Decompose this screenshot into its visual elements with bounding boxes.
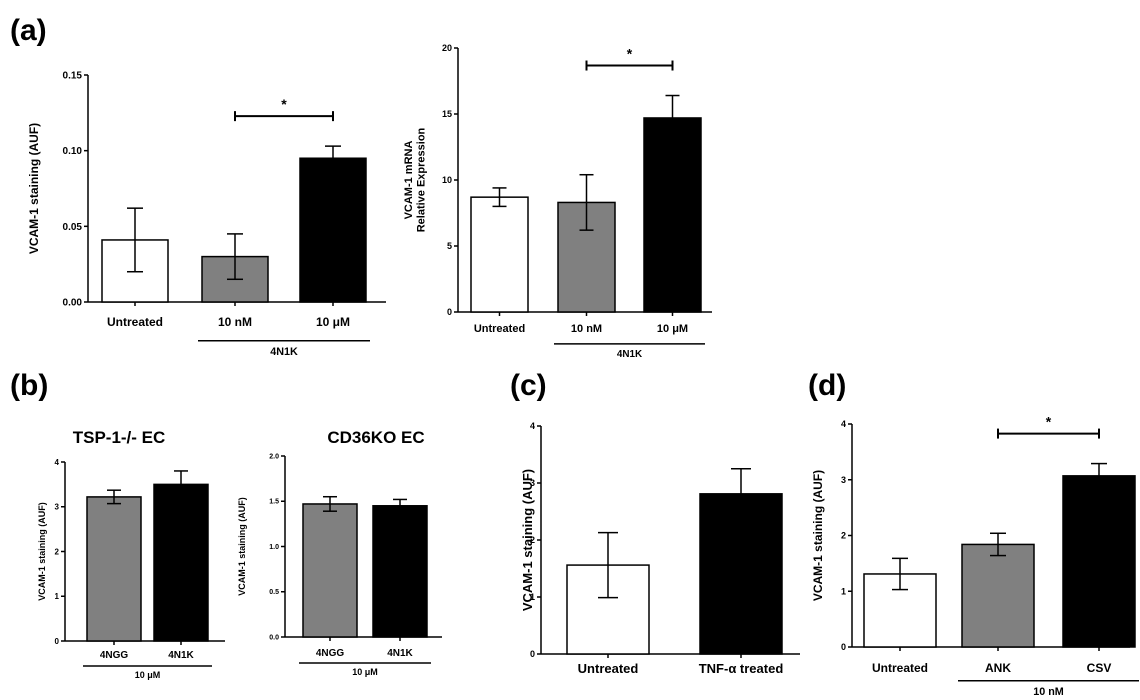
y-tick-label: 5 [447,241,452,251]
y-tick-label: 1.0 [269,544,279,551]
y-tick-label: 2 [55,547,60,556]
bar [470,196,529,313]
y-tick-label: 2.0 [269,453,279,460]
category-label: Untreated [107,315,163,329]
category-label: Untreated [474,323,525,335]
y-axis-label: VCAM-1 staining (AUF) [520,469,535,611]
y-tick-label: 2 [841,531,846,541]
category-label: 4N1K [387,648,413,659]
y-axis-label: VCAM-1 staining (AUF) [811,470,825,601]
bar [86,496,142,642]
category-label: 10 μM [657,323,688,335]
y-tick-label: 2 [530,535,535,545]
chart-title: CD36KO EC [327,428,424,447]
category-label: Untreated [578,661,639,676]
significance-star: * [627,46,633,62]
y-axis-label: VCAM-1 staining (AUF) [237,497,247,596]
y-tick-label: 0 [841,642,846,652]
category-label: 4NGG [100,650,129,661]
y-tick-label: 0.5 [269,589,279,596]
bar [153,483,209,642]
y-tick-label: 3 [841,475,846,485]
y-tick-label: 0.05 [63,222,83,233]
y-tick-label: 0 [530,649,535,659]
chart-a2: 0 5 10 15 20 VCAM-1 mRNARelative Expression Un… [403,43,712,360]
bar [961,543,1035,648]
group-label: 10 μM [135,670,161,680]
bar [699,493,783,655]
y-tick-label: 0 [447,307,452,317]
y-axis-label: VCAM-1 staining (AUF) [37,502,47,601]
category-label: CSV [1087,661,1112,675]
panel-label-a: (a) [10,14,47,47]
category-label: 4NGG [316,648,345,659]
chart-b1: 0 1 2 3 4 VCAM-1 staining (AUF) TSP-1-/- EC 4NG… [37,428,225,680]
category-label: 10 μM [316,315,350,329]
y-tick-label: 1 [841,586,846,596]
y-axis-label-line: Relative Expression [416,127,428,232]
y-axis-label: VCAM-1 staining (AUF) [27,123,41,254]
y-tick-label: 1.5 [269,499,279,506]
bar [643,117,702,313]
panel-label-c: (c) [510,369,547,402]
y-tick-label: 20 [442,43,452,53]
y-tick-label: 10 [442,175,452,185]
category-label: 10 nM [571,323,602,335]
bar [302,503,358,638]
category-label: 4N1K [168,650,194,661]
panel-label-b: (b) [10,369,48,402]
chart-a1: 0.00 0.05 0.10 0.15 VCAM-1 staining (AUF) Unt… [27,71,386,358]
chart-d: 0 1 2 3 4 VCAM-1 staining (AUF) Untreated ANK CS… [811,414,1139,698]
chart-b2: 0.0 0.5 1.0 1.5 2.0 VCAM-1 staining (AUF) CD36… [237,428,442,677]
category-label: ANK [985,661,1011,675]
y-tick-label: 4 [530,421,535,431]
group-label: 4N1K [270,346,298,358]
y-tick-label: 0 [55,637,60,646]
y-tick-label: 15 [442,109,452,119]
group-label: 4N1K [617,349,643,360]
bar [299,157,367,303]
group-label: 10 μM [352,667,378,677]
bar [372,505,428,638]
y-tick-label: 3 [530,478,535,488]
chart-title: TSP-1-/- EC [73,428,166,447]
category-label: TNF-α treated [699,661,784,676]
category-label: 10 nM [218,315,252,329]
y-tick-label: 1 [55,592,60,601]
y-tick-label: 0.15 [63,71,83,82]
y-tick-label: 4 [55,458,60,467]
significance-star: * [281,96,287,112]
y-axis-label: VCAM-1 mRNARelative Expression [403,127,428,232]
y-tick-label: 3 [55,503,60,512]
chart-c: 0 1 2 3 4 VCAM-1 staining (AUF) Untreated TNF-α… [520,421,800,676]
category-label: Untreated [872,661,928,675]
y-tick-label: 0.0 [269,634,279,641]
y-tick-label: 0.00 [63,298,83,309]
significance-star: * [1046,414,1052,430]
bar [1062,475,1136,648]
y-tick-label: 4 [841,419,846,429]
group-label: 10 nM [1033,686,1064,698]
y-tick-label: 1 [530,592,535,602]
y-axis-label-line: VCAM-1 mRNA [403,141,415,220]
y-tick-label: 0.10 [63,146,83,157]
panel-label-d: (d) [808,369,846,402]
